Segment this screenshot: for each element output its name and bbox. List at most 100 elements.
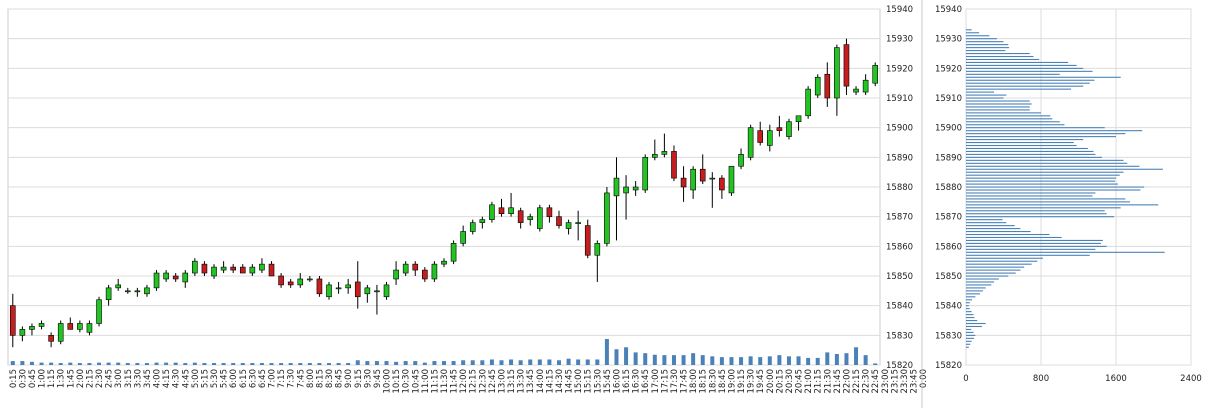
main-x-tick-label: 8:15	[315, 369, 325, 388]
main-x-tick-label: 1:15	[47, 369, 57, 388]
main-x-tick-label: 19:45	[756, 369, 766, 394]
candle-body	[623, 186, 629, 194]
candle-body	[498, 207, 505, 214]
volume-bar	[854, 347, 859, 365]
main-x-tick-label: 22:00	[842, 369, 852, 394]
profile-x-tick-label: 1600	[1105, 374, 1127, 384]
volume-bar	[202, 363, 207, 365]
candle-body	[105, 287, 112, 301]
candle-body	[546, 207, 553, 217]
candle-body	[172, 275, 179, 280]
volume-bar	[585, 359, 590, 365]
candle-body	[335, 287, 342, 290]
profile-bar	[966, 189, 1141, 191]
profile-bar	[966, 127, 1105, 129]
profile-bar	[966, 147, 1088, 150]
main-x-tick-label: 22:30	[862, 369, 872, 394]
volume-bar	[394, 361, 399, 365]
volume-bar	[518, 360, 523, 365]
main-x-tick-label: 18:45	[718, 369, 728, 394]
main-x-tick-label: 16:00	[612, 369, 622, 394]
candle-body	[728, 165, 735, 194]
profile-bar	[966, 331, 974, 333]
candle-body	[795, 115, 802, 123]
profile-bar	[966, 299, 973, 301]
candle-body	[402, 263, 409, 274]
profile-bar	[966, 150, 1094, 152]
volume-bar	[671, 355, 676, 365]
profile-bar	[966, 287, 986, 289]
volume-bar	[834, 353, 839, 365]
candle-body	[508, 207, 514, 214]
profile-bar	[966, 239, 1103, 241]
volume-bar	[566, 358, 571, 365]
candle-body	[307, 278, 313, 281]
main-x-tick-label: 6:00	[229, 369, 239, 388]
main-x-tick-label: 10:00	[383, 369, 393, 394]
main-x-tick-label: 15:00	[574, 369, 584, 394]
profile-bar	[966, 156, 1102, 158]
volume-bar	[509, 359, 514, 365]
volume-bar	[480, 360, 485, 365]
candle-body	[86, 323, 93, 333]
volume-bar	[873, 363, 878, 365]
volume-bar	[825, 352, 830, 365]
profile-bar	[966, 162, 1128, 164]
volume-bar	[20, 361, 25, 365]
main-x-tick-label: 11:00	[421, 369, 431, 394]
profile-y-tick-label: 15910	[935, 94, 962, 104]
volume-bar	[58, 363, 63, 365]
main-x-tick-label: 19:30	[747, 369, 757, 394]
main-x-tick-label: 9:45	[373, 369, 383, 388]
profile-bar	[966, 41, 1004, 43]
volume-bar	[662, 355, 667, 365]
volume-bar	[556, 360, 561, 365]
main-x-tick-label: 15:45	[603, 369, 613, 394]
volume-bar	[863, 355, 868, 365]
main-x-tick-label: 5:30	[210, 369, 220, 388]
main-x-tick-label: 16:15	[622, 369, 632, 394]
volume-profile-chart: 15820 15830 15840 15850 15860 15870 15880 15890…	[935, 5, 1202, 384]
candle-body	[38, 323, 45, 327]
profile-bar	[966, 337, 974, 339]
main-y-tick-label: 15880	[886, 183, 913, 193]
profile-bar	[966, 343, 971, 345]
main-x-tick-label: 1:30	[57, 369, 67, 388]
profile-bar	[966, 144, 1077, 147]
profile-bar	[966, 322, 986, 325]
main-y-tick-label: 15860	[886, 242, 913, 252]
candle-body	[527, 216, 534, 220]
main-x-tick-label: 21:15	[814, 369, 824, 394]
candle-body	[652, 154, 658, 158]
volume-bar	[537, 359, 542, 365]
profile-bar	[966, 91, 995, 93]
volume-bar	[87, 363, 92, 365]
main-x-tick-label: 15:15	[584, 369, 594, 394]
main-x-tick-label: 18:30	[708, 369, 718, 394]
volume-bar	[700, 355, 705, 365]
profile-y-tick-label: 15820	[935, 361, 962, 371]
main-x-tick-label: 3:45	[143, 369, 153, 388]
profile-bar	[966, 106, 1030, 108]
candle-body	[153, 272, 160, 289]
volume-bar	[298, 363, 303, 365]
candle-body	[29, 326, 35, 330]
candle-body	[604, 192, 610, 244]
main-x-tick-label: 7:45	[296, 369, 306, 388]
profile-bar	[966, 334, 976, 336]
main-x-tick-label: 2:30	[95, 369, 105, 388]
volume-histogram	[10, 339, 878, 365]
candle-body	[556, 216, 562, 226]
main-x-tick-label: 20:30	[785, 369, 795, 394]
candle-body	[450, 243, 457, 262]
profile-bar	[966, 142, 1074, 144]
main-x-tick-label: 13:30	[517, 369, 527, 394]
main-x-tick-label: 9:15	[354, 369, 364, 388]
volume-bar	[97, 362, 102, 365]
profile-bar	[966, 100, 1030, 102]
volume-bar	[125, 363, 130, 365]
candle-body	[680, 177, 687, 188]
volume-bar	[336, 363, 341, 365]
profile-y-tick-label: 15900	[935, 124, 962, 134]
profile-bar	[966, 29, 972, 31]
